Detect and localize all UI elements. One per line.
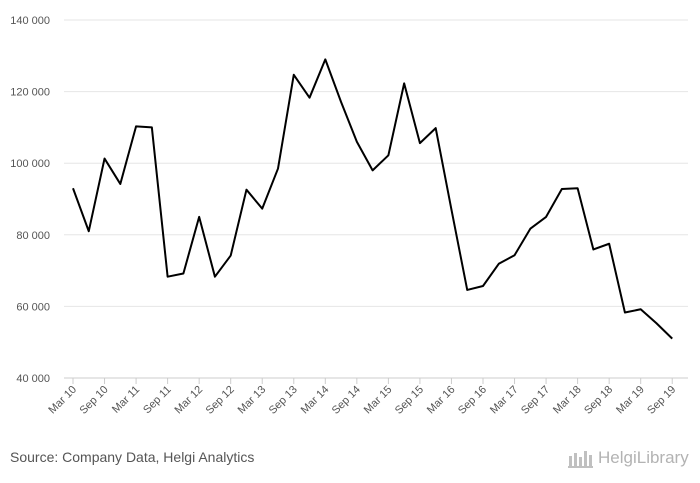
x-tick-label: Mar 12: [173, 384, 206, 417]
x-tick-label: Sep 14: [330, 384, 363, 417]
brand-logo: HelgiLibrary: [568, 448, 689, 468]
x-tick-label: Sep 10: [78, 384, 111, 417]
data-point: [292, 73, 296, 77]
x-tick-label: Mar 17: [488, 384, 521, 417]
x-tick-label: Mar 19: [614, 384, 647, 417]
y-tick-label: 100 000: [10, 158, 50, 170]
x-tick-label: Sep 19: [645, 384, 678, 417]
x-tick-label: Sep 12: [204, 384, 237, 417]
x-tick-label: Sep 17: [519, 384, 552, 417]
data-point: [323, 57, 327, 61]
gridlines: [64, 19, 688, 379]
data-point: [465, 288, 469, 292]
y-tick-label: 80 000: [16, 230, 50, 242]
data-point: [213, 275, 217, 279]
data-point: [197, 215, 201, 219]
y-axis: 40 000 60 000 80 000 100 000 120 000 140 000: [10, 15, 50, 385]
data-point: [560, 187, 564, 191]
data-point: [654, 321, 658, 325]
data-point: [181, 271, 185, 275]
x-tick-label: Sep 15: [393, 384, 426, 417]
data-point: [87, 229, 91, 233]
data-point: [355, 140, 359, 144]
data-point: [418, 141, 422, 145]
data-point: [229, 254, 233, 258]
data-point: [244, 188, 248, 192]
data-point: [513, 253, 517, 257]
y-tick-label: 60 000: [16, 301, 50, 313]
data-point: [497, 262, 501, 266]
data-point: [371, 168, 375, 172]
data-point: [166, 275, 170, 279]
data-point: [150, 125, 154, 129]
data-point: [639, 307, 643, 311]
series-group: [71, 57, 674, 341]
data-point: [481, 284, 485, 288]
data-point: [591, 247, 595, 251]
data-point: [402, 81, 406, 85]
data-point: [134, 124, 138, 128]
y-tick-label: 40 000: [16, 373, 50, 385]
brand-name: HelgiLibrary: [598, 448, 689, 467]
data-point: [308, 96, 312, 100]
y-tick-label: 120 000: [10, 87, 50, 99]
x-tick-label: Mar 16: [425, 384, 458, 417]
x-tick-label: Mar 15: [362, 384, 395, 417]
x-tick-label: Mar 11: [110, 384, 142, 416]
data-point: [607, 242, 611, 246]
data-point: [260, 207, 264, 211]
data-point: [71, 186, 75, 190]
x-tick-label: Mar 18: [551, 384, 584, 417]
data-point: [339, 100, 343, 104]
data-point: [670, 337, 674, 341]
data-point: [276, 167, 280, 171]
x-tick-label: Sep 16: [456, 384, 489, 417]
x-tick-label: Mar 14: [299, 384, 332, 417]
x-tick-label: Sep 13: [267, 384, 300, 417]
data-point: [576, 186, 580, 190]
library-logo-icon: [568, 451, 593, 468]
x-tick-label: Mar 10: [46, 384, 79, 417]
data-point: [386, 153, 390, 157]
data-point: [103, 157, 107, 161]
data-point: [544, 215, 548, 219]
y-tick-label: 140 000: [10, 15, 50, 27]
x-tick-label: Sep 18: [582, 384, 615, 417]
data-point: [118, 182, 122, 186]
x-tick-label: Sep 11: [141, 384, 174, 417]
data-point: [449, 208, 453, 212]
x-tick-label: Mar 13: [236, 384, 269, 417]
source-note: Source: Company Data, Helgi Analytics: [10, 449, 255, 465]
series-line: [72, 58, 673, 340]
data-point: [528, 227, 532, 231]
data-point: [623, 310, 627, 314]
data-point: [434, 126, 438, 130]
